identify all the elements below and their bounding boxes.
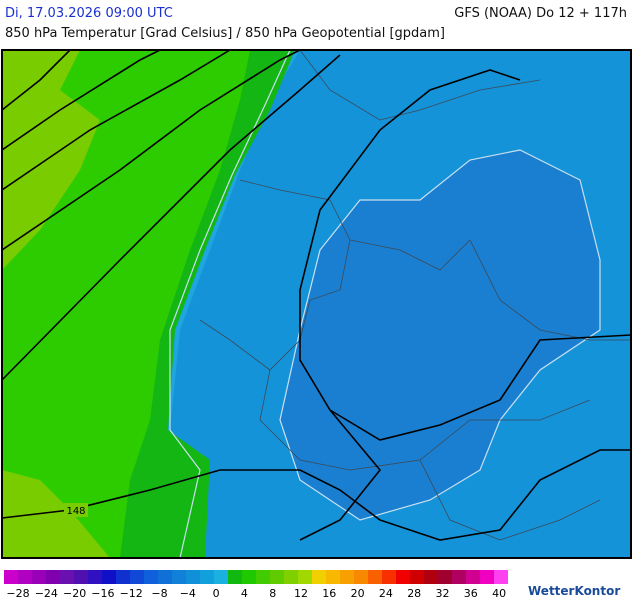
colorbar-label: 28	[407, 587, 421, 600]
colorbar-label: 16	[322, 587, 336, 600]
colorbar-swatch	[480, 570, 494, 584]
colorbar-label: 8	[269, 587, 276, 600]
colorbar-swatch	[466, 570, 480, 584]
colorbar-swatch	[214, 570, 228, 584]
colorbar-swatch	[396, 570, 410, 584]
colorbar-swatch	[88, 570, 102, 584]
colorbar-label: 12	[294, 587, 308, 600]
brand: WetterKontor	[528, 584, 620, 598]
colorbar-swatch	[46, 570, 60, 584]
colorbar-label: 24	[379, 587, 393, 600]
colorbar-swatch	[298, 570, 312, 584]
colorbar-swatch	[130, 570, 144, 584]
colorbar-swatch	[172, 570, 186, 584]
colorbar-label: 40	[492, 587, 506, 600]
colorbar-swatch	[158, 570, 172, 584]
colorbar-swatch	[18, 570, 32, 584]
colorbar-swatch	[32, 570, 46, 584]
colorbar-swatch	[256, 570, 270, 584]
colorbar-swatch	[102, 570, 116, 584]
isotherm	[279, 149, 601, 521]
lime-south	[2, 470, 110, 558]
subtitle: 850 hPa Temperatur [Grad Celsius] / 850 …	[5, 26, 446, 41]
model-run: GFS (NOAA) Do 12 + 117h	[454, 6, 627, 21]
colorbar-label: 0	[213, 587, 220, 600]
colorbar-swatch	[452, 570, 466, 584]
colorbar-swatch	[186, 570, 200, 584]
contour-label: 148	[66, 506, 85, 517]
colorbar-swatch	[144, 570, 158, 584]
colorbar-swatch	[326, 570, 340, 584]
colorbar-swatch	[74, 570, 88, 584]
colorbar-label: −8	[151, 587, 167, 600]
colorbar-label: −12	[120, 587, 143, 600]
colorbar-label: −4	[180, 587, 196, 600]
colorbar-label: 4	[241, 587, 248, 600]
colorbar-swatch	[368, 570, 382, 584]
geopotential-contours	[2, 50, 631, 541]
colorbar-swatch	[354, 570, 368, 584]
colorbar-swatch	[340, 570, 354, 584]
lime	[2, 50, 100, 270]
colorbar-label: −28	[6, 587, 29, 600]
borders	[199, 50, 631, 541]
colorbar-swatch	[200, 570, 214, 584]
colorbar-swatch	[60, 570, 74, 584]
map-frame	[1, 49, 632, 559]
contour-label-bg	[64, 503, 88, 517]
colorbar-swatch	[410, 570, 424, 584]
map: 148	[2, 50, 631, 558]
isotherm	[169, 50, 291, 558]
colorbar-label: −16	[91, 587, 114, 600]
colorbar-label: 32	[436, 587, 450, 600]
colorbar-swatch	[284, 570, 298, 584]
colorbar-label: −20	[63, 587, 86, 600]
colorbar-swatch	[116, 570, 130, 584]
colorbar-swatch	[242, 570, 256, 584]
colorbar-swatch	[4, 570, 18, 584]
colorbar-swatch	[228, 570, 242, 584]
colorbar-swatch	[382, 570, 396, 584]
colorbar-label: −24	[35, 587, 58, 600]
colorbar-swatch	[312, 570, 326, 584]
colorbar-swatch	[438, 570, 452, 584]
colorbar: −28 −24 −20 −16 −12 −8 −4 0 4 8 12 16 20 24 28 32 36 40	[4, 570, 508, 600]
datetime: Di, 17.03.2026 09:00 UTC	[5, 6, 173, 21]
colorbar-label: 20	[351, 587, 365, 600]
colorbar-label: 36	[464, 587, 478, 600]
colorbar-swatch	[270, 570, 284, 584]
colorbar-swatch	[424, 570, 438, 584]
colorbar-swatch	[494, 570, 508, 584]
